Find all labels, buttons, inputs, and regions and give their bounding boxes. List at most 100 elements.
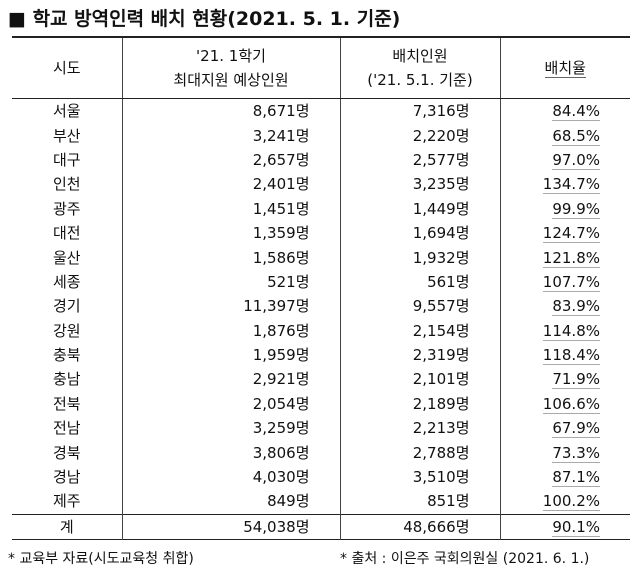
table-row: 충남 2,921명 2,101명 71.9%	[12, 367, 630, 392]
table-cell: 3,510명	[339, 464, 500, 490]
table-body: 서울 8,671명 7,316명 84.4% 부산 3,241명 2,220명 68.5% 대구…	[12, 98, 630, 540]
cell-text: 73.3%	[552, 443, 600, 463]
table-cell: 울산	[12, 245, 122, 269]
cell-text: 11,397명	[243, 297, 310, 316]
cell-text: 84.4%	[552, 102, 600, 122]
table-row: 대전 1,359명 1,694명 124.7%	[12, 220, 630, 246]
cell-text: 121.8%	[542, 248, 600, 268]
table-cell: 1,451명	[121, 196, 340, 221]
cell-text: 전북	[52, 394, 81, 413]
table-row: 제주 849명 851명 100.2%	[12, 489, 630, 515]
cell-text: 118.4%	[542, 346, 600, 366]
cell-text: 충남	[52, 370, 81, 389]
table-cell: 3,806명	[121, 440, 340, 465]
cell-text: 부산	[52, 126, 81, 145]
header-line: '21. 1학기	[196, 47, 266, 65]
table-cell: 68.5%	[499, 123, 630, 148]
table-cell: 851명	[339, 489, 500, 515]
cell-text: 계	[59, 517, 74, 536]
table-row: 경남 4,030명 3,510명 87.1%	[12, 464, 630, 490]
table-cell: 521명	[121, 269, 340, 295]
cell-text: 전남	[52, 419, 81, 438]
table-cell: 3,241명	[121, 123, 340, 148]
cell-text: 1,451명	[252, 199, 310, 218]
table-cell: 대전	[12, 221, 122, 245]
cell-text: 3,510명	[412, 468, 470, 487]
table-cell: 1,586명	[121, 245, 340, 270]
footer-note: * 교육부 자료(시도교육청 취합)	[8, 551, 194, 567]
table-cell: 561명	[339, 269, 500, 295]
header-line: 배치인원	[392, 47, 448, 65]
table-cell: 강원	[12, 319, 122, 343]
table-cell: 부산	[12, 123, 122, 147]
table-cell: 2,401명	[121, 172, 340, 197]
table-cell: 1,876명	[121, 318, 340, 343]
table-cell: 71.9%	[499, 367, 630, 392]
cell-text: 제주	[52, 492, 81, 511]
table-row: 강원 1,876명 2,154명 114.8%	[12, 318, 630, 343]
cell-text: 세종	[52, 272, 81, 291]
table-cell: 99.9%	[499, 196, 630, 221]
table-cell: 제주	[12, 489, 122, 514]
table-cell: 90.1%	[499, 513, 630, 540]
table-cell: 107.7%	[499, 269, 630, 295]
cell-text: 인천	[52, 175, 81, 194]
cell-text: 3,235명	[412, 175, 470, 194]
table-cell: 2,213명	[339, 416, 500, 441]
table-cell: 54,038명	[121, 513, 340, 540]
table-cell: 1,959명	[121, 342, 340, 368]
table-cell: 114.8%	[499, 318, 630, 343]
cell-text: 87.1%	[552, 468, 600, 488]
cell-text: 48,666명	[403, 517, 470, 536]
cell-text: 경남	[52, 468, 81, 487]
table-cell: 67.9%	[499, 416, 630, 441]
cell-text: 521명	[267, 272, 310, 291]
cell-text: 1,932명	[412, 248, 470, 267]
cell-text: 경북	[52, 443, 81, 462]
cell-text: 강원	[52, 321, 81, 340]
table-cell: 광주	[12, 197, 122, 221]
table-cell: 2,921명	[121, 367, 340, 392]
header-line: 시도	[52, 59, 81, 77]
table-cell: 2,189명	[339, 391, 500, 417]
table-cell: 2,101명	[339, 367, 500, 392]
cell-text: 3,259명	[252, 419, 310, 438]
table-cell: 84.4%	[499, 98, 630, 124]
cell-text: 2,657명	[252, 150, 310, 169]
table-cell: 경북	[12, 440, 122, 464]
cell-text: 849명	[267, 492, 310, 511]
cell-text: 83.9%	[552, 297, 600, 317]
footer-source: * 출처 : 이은주 국회의원실 (2021. 6. 1.)	[340, 551, 590, 567]
table-row: 경기 11,397명 9,557명 83.9%	[12, 294, 630, 319]
header-line: ('21. 5.1. 기준)	[367, 71, 473, 89]
table-cell: 충북	[12, 343, 122, 367]
table-cell: 2,154명	[339, 318, 500, 343]
cell-text: 124.7%	[542, 224, 600, 244]
table-row: 서울 8,671명 7,316명 84.4%	[12, 98, 630, 124]
cell-text: 99.9%	[552, 199, 600, 219]
table-cell: 11,397명	[121, 294, 340, 319]
cell-text: 9,557명	[412, 297, 470, 316]
table-cell: 7,316명	[339, 98, 500, 124]
cell-text: 2,577명	[412, 150, 470, 169]
column-header: 배치율	[499, 37, 630, 99]
table-cell: 세종	[12, 270, 122, 294]
table: 시도 '21. 1학기 최대지원 예상인원 배치인원 ('21. 5.1. 기준) 배치율…	[12, 36, 630, 541]
cell-text: 8,671명	[252, 102, 310, 121]
cell-text: 2,319명	[412, 346, 470, 365]
title: ■ 학교 방역인력 배치 현황(2021. 5. 1. 기준)	[8, 8, 401, 30]
table-cell: 인천	[12, 172, 122, 196]
cell-text: 울산	[52, 248, 81, 267]
table-cell: 9,557명	[339, 294, 500, 319]
header-line: 배치율	[544, 59, 586, 78]
cell-text: 114.8%	[542, 321, 600, 341]
table-cell: 1,932명	[339, 245, 500, 270]
cell-text: 서울	[52, 102, 81, 121]
table-cell: 118.4%	[499, 342, 630, 368]
cell-text: 2,788명	[412, 443, 470, 462]
cell-text: 3,806명	[252, 443, 310, 462]
cell-text: 106.6%	[542, 394, 600, 414]
column-header: 배치인원 ('21. 5.1. 기준)	[339, 37, 500, 99]
table-cell: 1,694명	[339, 220, 500, 246]
